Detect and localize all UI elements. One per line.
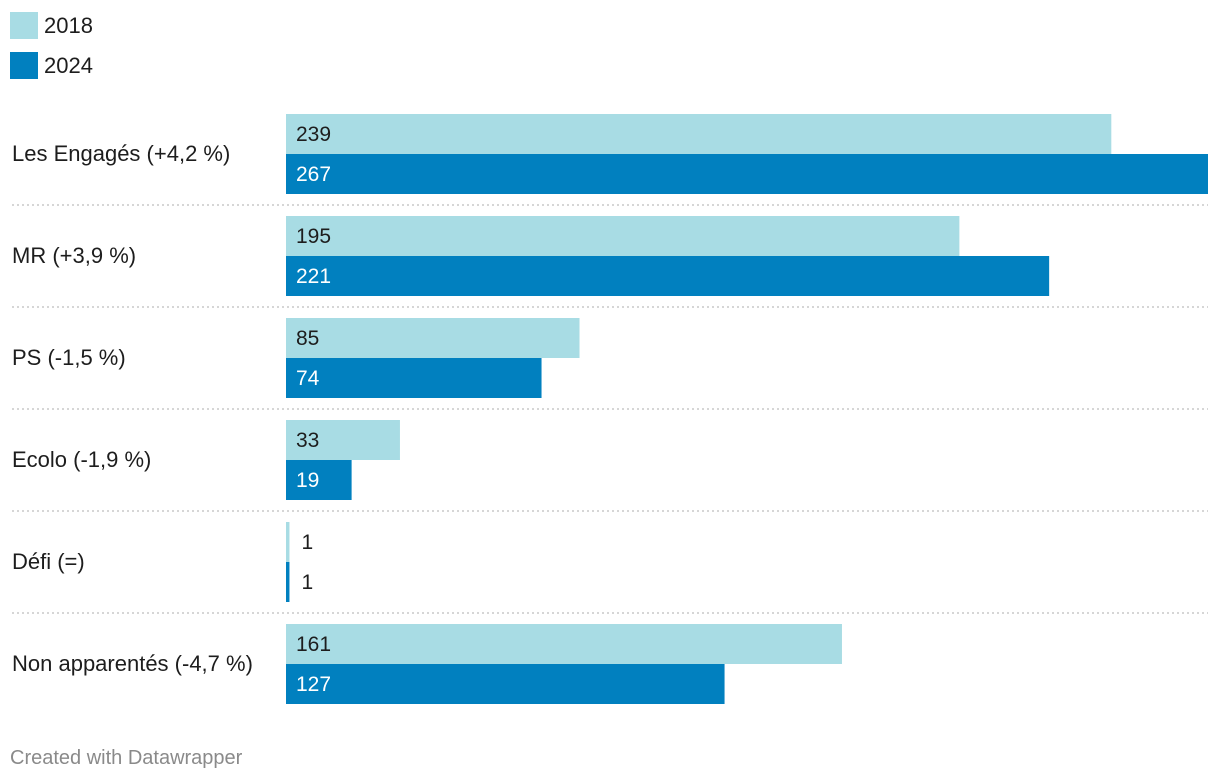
bar-2024 bbox=[286, 358, 542, 398]
bar-2024 bbox=[286, 460, 352, 500]
category-label: Les Engagés (+4,2 %) bbox=[12, 141, 230, 166]
row-5: Non apparentés (-4,7 %) 161 127 bbox=[12, 624, 842, 704]
bar-2018 bbox=[286, 420, 400, 460]
bar-2024 bbox=[286, 562, 290, 602]
footer-credit: Created with Datawrapper bbox=[10, 747, 243, 769]
category-label: Non apparentés (-4,7 %) bbox=[12, 651, 253, 676]
legend-swatch-2024 bbox=[10, 52, 38, 79]
bar-2018 bbox=[286, 216, 960, 256]
value-label-2024: 19 bbox=[296, 469, 319, 492]
value-label-2024: 127 bbox=[296, 673, 331, 696]
value-label-2018: 85 bbox=[296, 327, 319, 350]
category-label: Ecolo (-1,9 %) bbox=[12, 447, 151, 472]
chart-rows: Les Engagés (+4,2 %) 239 267 MR (+3,9 %) 195… bbox=[12, 114, 1208, 704]
category-label: Défi (=) bbox=[12, 549, 85, 574]
row-2: PS (-1,5 %) 85 74 bbox=[12, 318, 580, 398]
value-label-2018: 195 bbox=[296, 225, 331, 248]
bar-2018 bbox=[286, 624, 842, 664]
value-label-2024: 1 bbox=[301, 571, 313, 594]
legend-label-2024: 2024 bbox=[44, 53, 93, 78]
legend: 2018 2024 bbox=[10, 12, 93, 79]
row-3: Ecolo (-1,9 %) 33 19 bbox=[12, 420, 400, 500]
value-label-2024: 267 bbox=[296, 163, 331, 186]
category-label: MR (+3,9 %) bbox=[12, 243, 136, 268]
bar-2018 bbox=[286, 114, 1112, 154]
bar-2024 bbox=[286, 256, 1050, 296]
value-label-2024: 221 bbox=[296, 265, 331, 288]
bar-2018 bbox=[286, 318, 580, 358]
bar-2024 bbox=[286, 154, 1208, 194]
value-label-2018: 239 bbox=[296, 123, 331, 146]
row-1: MR (+3,9 %) 195 221 bbox=[12, 216, 1050, 296]
row-0: Les Engagés (+4,2 %) 239 267 bbox=[12, 114, 1208, 194]
category-label: PS (-1,5 %) bbox=[12, 345, 126, 370]
bar-2024 bbox=[286, 664, 725, 704]
value-label-2018: 161 bbox=[296, 633, 331, 656]
value-label-2018: 33 bbox=[296, 429, 319, 452]
legend-label-2018: 2018 bbox=[44, 13, 93, 38]
bar-2018 bbox=[286, 522, 290, 562]
row-4: Défi (=) 1 1 bbox=[12, 522, 313, 602]
value-label-2024: 74 bbox=[296, 367, 320, 390]
legend-swatch-2018 bbox=[10, 12, 38, 39]
value-label-2018: 1 bbox=[301, 531, 313, 554]
